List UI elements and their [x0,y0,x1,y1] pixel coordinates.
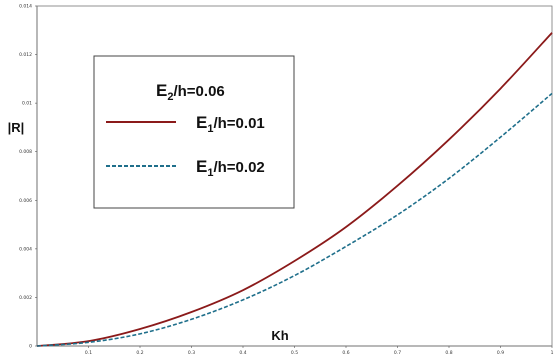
x-tick-label: 0.4 [239,350,246,356]
legend-label-series-2-rest: /h=0.02 [213,159,264,176]
legend-label-series-2-sub: 1 [207,167,213,179]
series-layer [36,32,553,347]
legend-box [93,55,295,209]
x-ticks: 0.1 0.2 0.3 0.4 0.5 0.6 0.7 0.8 0.9 1 [85,346,554,356]
x-tick-label: 0.5 [291,350,298,356]
legend-label-series-2-main: E [196,157,207,176]
legend-label-series-2: E1/h=0.02 [196,157,265,179]
y-tick-label: 0.002 [19,295,32,301]
y-tick-label: 0.004 [19,246,32,252]
y-tick-label: 0.014 [19,4,32,10]
y-ticks: 0 0.002 0.004 0.006 0.008 0.01 0.012 0.014 [19,4,37,350]
y-tick-label: 0.008 [19,149,32,155]
y-tick-label: 0.006 [19,198,32,204]
x-tick-label: 0.8 [445,350,452,356]
y-axis-label: |R| [8,120,25,135]
y-tick-label: 0.01 [22,101,32,107]
legend-label-series-1-rest: /h=0.01 [213,115,264,132]
series-line-2 [36,92,553,347]
legend: E2/h=0.06 E1/h=0.01 E1/h=0.02 [93,55,295,209]
legend-label-series-1-sub: 1 [207,123,213,135]
x-tick-label: 1 [551,350,554,356]
x-tick-label: 0.6 [342,350,349,356]
y-tick-label: 0.012 [19,52,32,58]
x-tick-label: 0.1 [85,350,92,356]
x-tick-label: 0.9 [497,350,504,356]
legend-title-sub: 2 [167,91,173,103]
legend-label-series-1-main: E [196,113,207,132]
x-tick-label: 0.2 [136,350,143,356]
series-line-1 [36,32,553,347]
x-axis-label: Kh [271,328,288,343]
legend-title: E2/h=0.06 [156,81,225,103]
legend-title-main: E [156,81,167,100]
y-tick-label: 0 [29,344,32,350]
x-tick-label: 0.3 [188,350,195,356]
legend-title-rest: /h=0.06 [173,83,224,100]
legend-label-series-1: E1/h=0.01 [196,113,265,135]
x-tick-label: 0.7 [394,350,401,356]
